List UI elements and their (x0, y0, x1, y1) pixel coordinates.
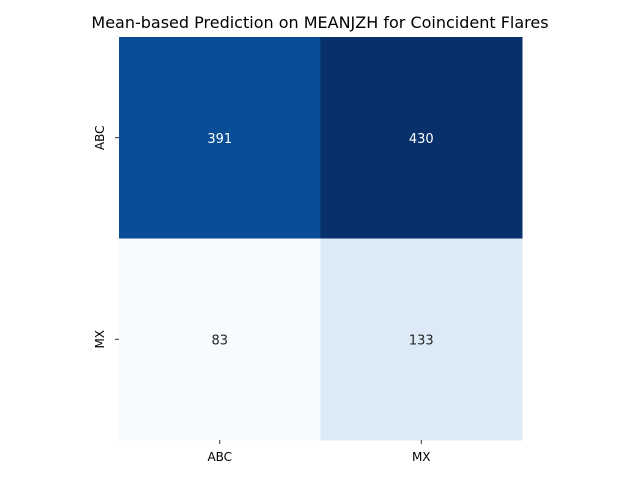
x-tick-label: MX (412, 450, 431, 464)
x-tick-label: ABC (207, 450, 232, 464)
chart-title: Mean-based Prediction on MEANJZH for Coi… (91, 13, 548, 32)
heatmap-cell-abc-abc (119, 37, 321, 239)
x-axis: ABC MX (207, 440, 431, 464)
cell-value-label: 391 (207, 132, 232, 147)
cell-annotations: 391 430 83 133 (207, 132, 433, 349)
cell-value-label: 133 (409, 333, 434, 348)
y-tick-label: ABC (93, 125, 107, 150)
cell-value-label: 83 (211, 333, 228, 348)
y-axis: ABC MX (93, 125, 119, 349)
heatmap-cells (119, 37, 523, 441)
heatmap-cell-abc-mx (320, 37, 523, 239)
cell-value-label: 430 (409, 132, 434, 147)
y-tick-label: MX (93, 330, 107, 349)
heatmap-cell-mx-mx (320, 238, 523, 441)
heatmap-cell-mx-abc (119, 238, 321, 441)
